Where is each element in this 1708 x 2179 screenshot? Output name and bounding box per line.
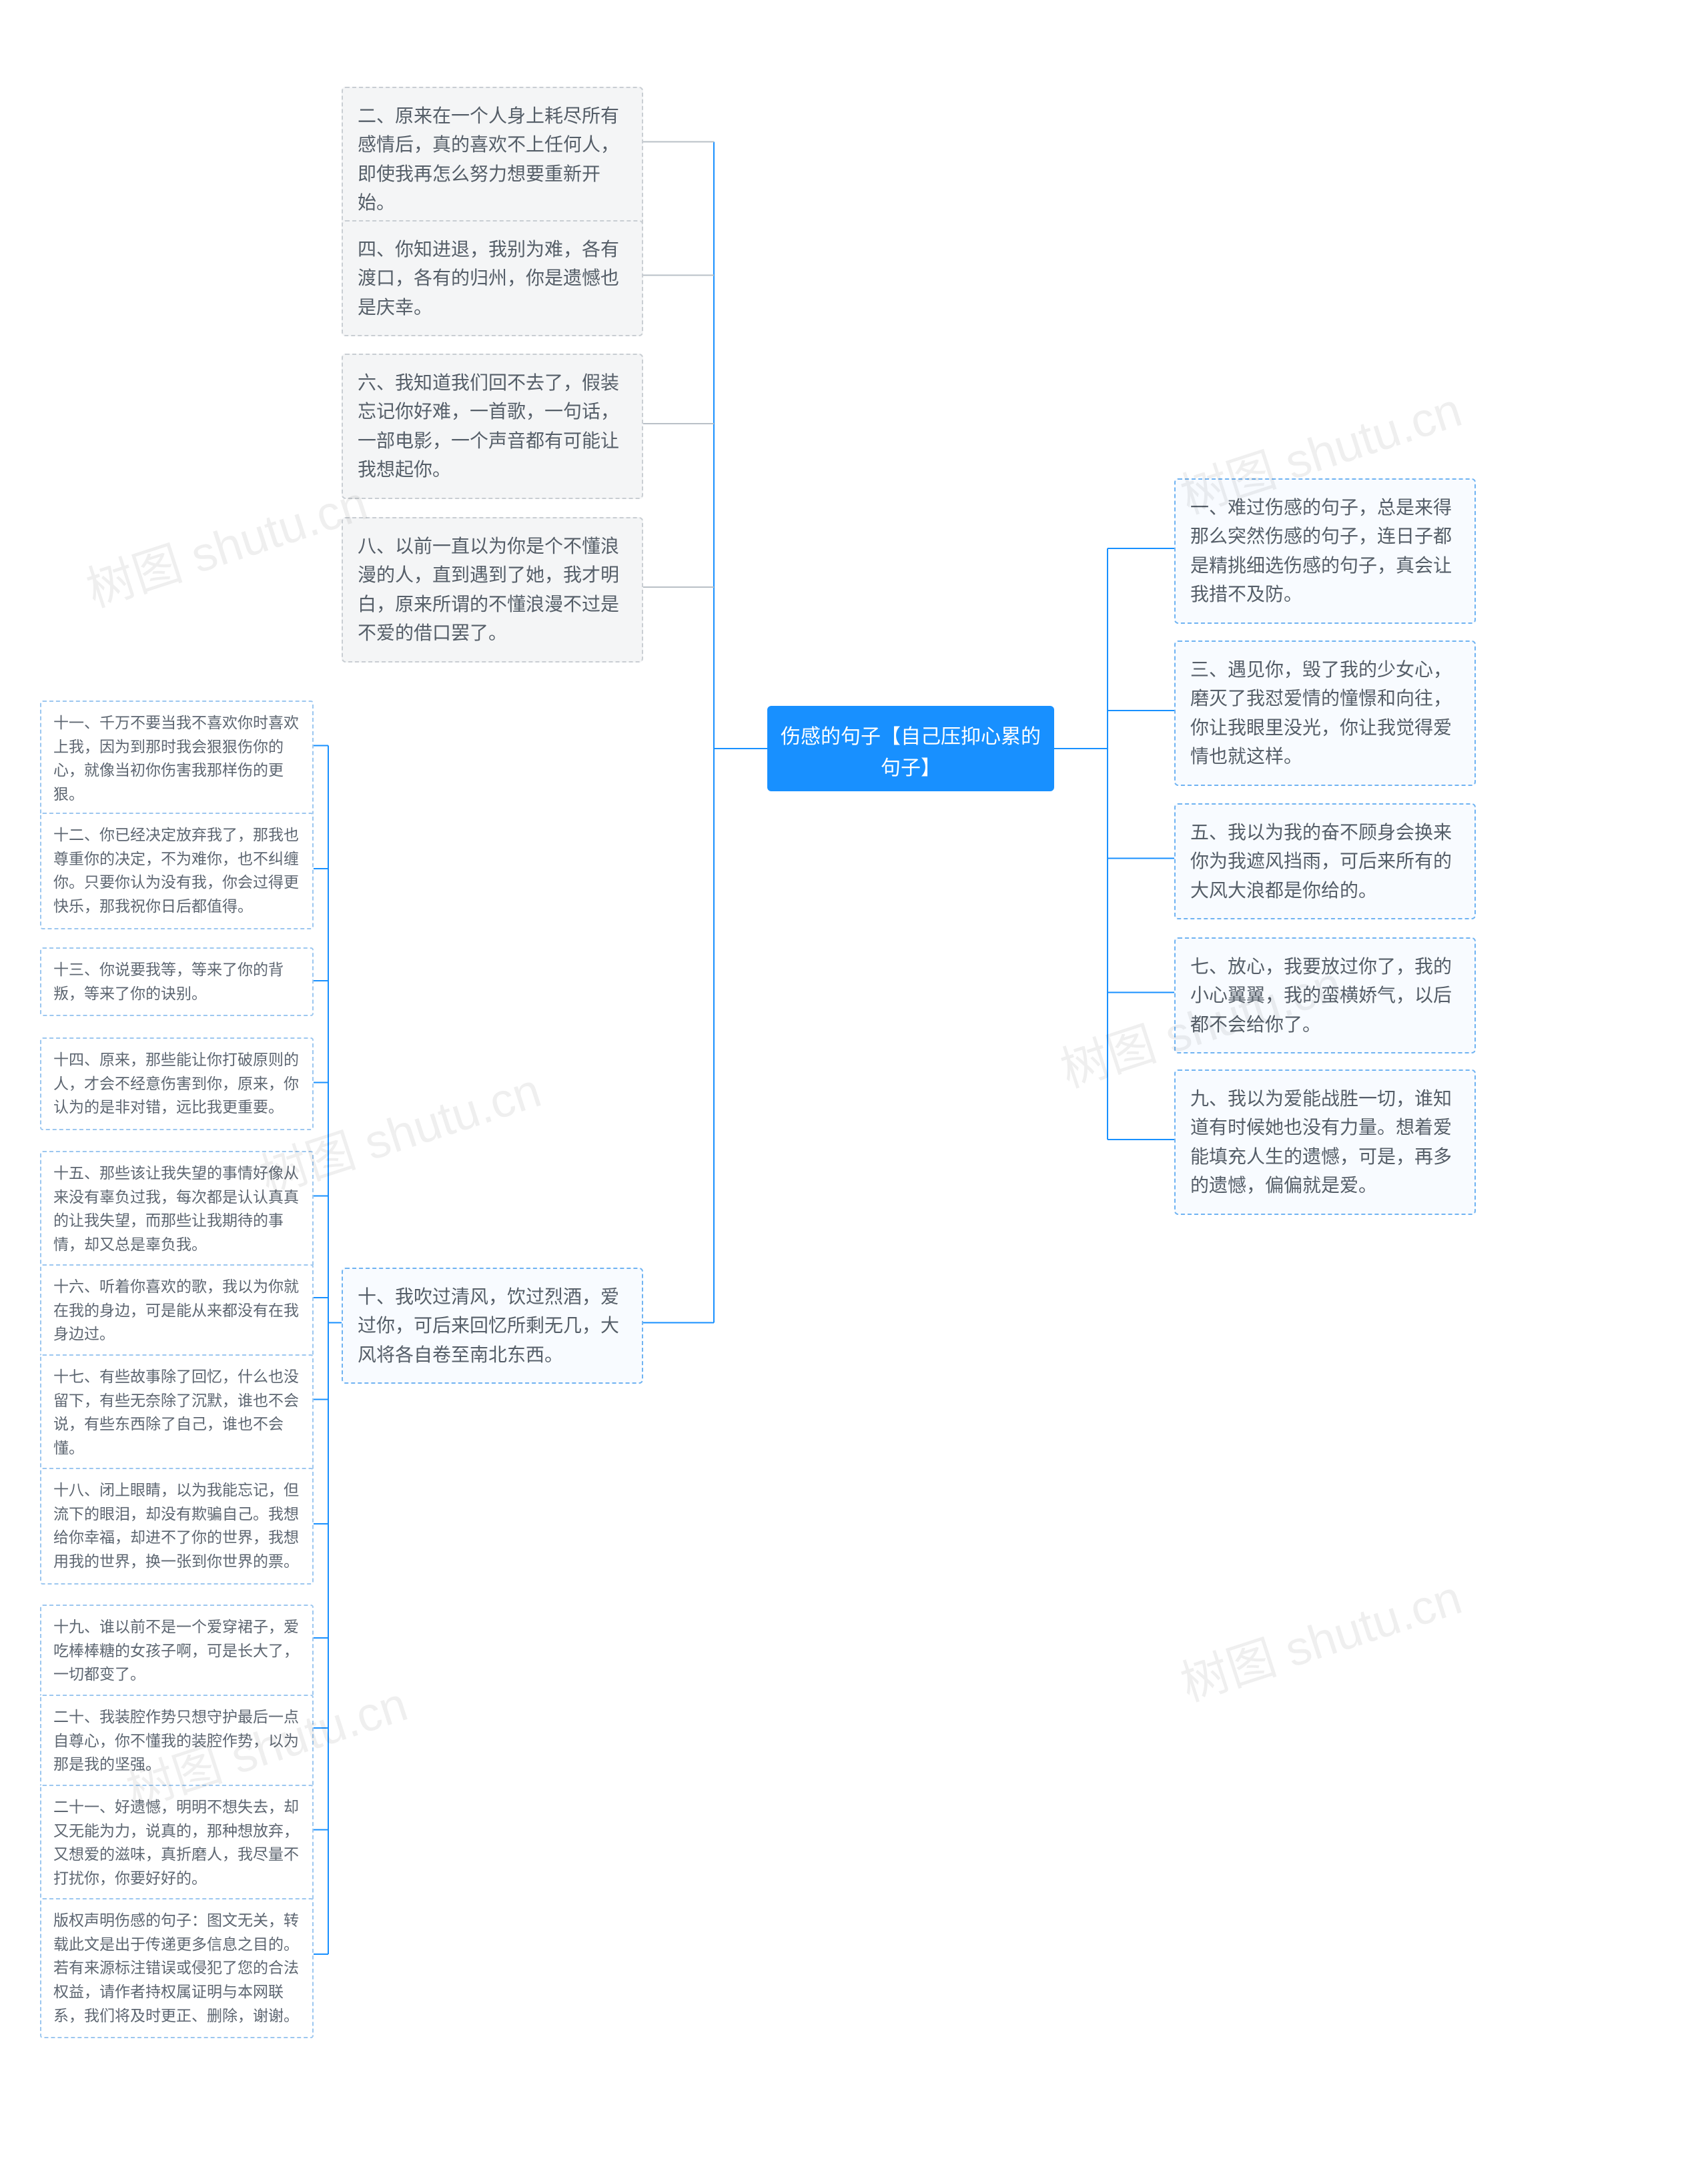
left-branch-node[interactable]: 六、我知道我们回不去了，假装忘记你好难，一首歌，一句话，一部电影，一个声音都有可… bbox=[342, 354, 643, 499]
left-subnode[interactable]: 二十、我装腔作势只想守护最后一点自尊心，你不懂我的装腔作势，以为那是我的坚强。 bbox=[40, 1695, 314, 1787]
mindmap-canvas: 伤感的句子【自己压抑心累的句子】 一、难过伤感的句子，总是来得那么突然伤感的句子，… bbox=[0, 0, 1707, 2178]
left-subnode[interactable]: 十八、闭上眼睛，以为我能忘记，但流下的眼泪，却没有欺骗自己。我想给你幸福，却进不… bbox=[40, 1468, 314, 1585]
left-subnode[interactable]: 版权声明伤感的句子：图文无关，转载此文是出于传递更多信息之目的。若有来源标注错误… bbox=[40, 1898, 314, 2038]
left-subnode[interactable]: 十一、千万不要当我不喜欢你时喜欢上我，因为到那时我会狠狠伤你的心，就像当初你伤害… bbox=[40, 701, 314, 817]
left-subnode[interactable]: 二十一、好遗憾，明明不想失去，却又无能为力，说真的，那种想放弃，又想爱的滋味，真… bbox=[40, 1785, 314, 1901]
left-subnode[interactable]: 十九、谁以前不是一个爱穿裙子，爱吃棒棒糖的女孩子啊，可是长大了，一切都变了。 bbox=[40, 1605, 314, 1697]
right-branch-node[interactable]: 一、难过伤感的句子，总是来得那么突然伤感的句子，连日子都是精挑细选伤感的句子，真… bbox=[1174, 478, 1476, 624]
right-branch-node[interactable]: 五、我以为我的奋不顾身会换来你为我遮风挡雨，可后来所有的大风大浪都是你给的。 bbox=[1174, 803, 1476, 919]
left-subnode[interactable]: 十七、有些故事除了回忆，什么也没留下，有些无奈除了沉默，谁也不会说，有些东西除了… bbox=[40, 1354, 314, 1471]
left-subnode[interactable]: 十五、那些该让我失望的事情好像从来没有辜负过我，每次都是认认真真的让我失望，而那… bbox=[40, 1151, 314, 1268]
watermark: 树图 shutu.cn bbox=[1170, 1558, 1468, 1715]
left-subnode[interactable]: 十四、原来，那些能让你打破原则的人，才会不经意伤害到你，原来，你认为的是非对错，… bbox=[40, 1037, 314, 1130]
left-branch-node[interactable]: 二、原来在一个人身上耗尽所有感情后，真的喜欢不上任何人，即使我再怎么努力想要重新… bbox=[342, 87, 643, 232]
root-node[interactable]: 伤感的句子【自己压抑心累的句子】 bbox=[767, 706, 1054, 791]
left-branch-node[interactable]: 八、以前一直以为你是个不懂浪漫的人，直到遇到了她，我才明白，原来所谓的不懂浪漫不… bbox=[342, 517, 643, 663]
watermark: 树图 shutu.cn bbox=[76, 464, 374, 620]
left-branch-node[interactable]: 十、我吹过清风，饮过烈酒，爱过你，可后来回忆所剩无几，大风将各自卷至南北东西。 bbox=[342, 1268, 643, 1384]
left-subnode[interactable]: 十三、你说要我等，等来了你的背叛，等来了你的诀别。 bbox=[40, 947, 314, 1016]
right-branch-node[interactable]: 三、遇见你，毁了我的少女心，磨灭了我怼爱情的憧憬和向往，你让我眼里没光，你让我觉… bbox=[1174, 640, 1476, 786]
left-branch-node[interactable]: 四、你知进退，我别为难，各有渡口，各有的归州，你是遗憾也是庆幸。 bbox=[342, 220, 643, 336]
left-subnode[interactable]: 十六、听着你喜欢的歌，我以为你就在我的身边，可是能从来都没有在我身边过。 bbox=[40, 1264, 314, 1357]
left-subnode[interactable]: 十二、你已经决定放弃我了，那我也尊重你的决定，不为难你，也不纠缠你。只要你认为没… bbox=[40, 813, 314, 929]
right-branch-node[interactable]: 七、放心，我要放过你了，我的小心翼翼，我的蛮横娇气，以后都不会给你了。 bbox=[1174, 937, 1476, 1053]
right-branch-node[interactable]: 九、我以为爱能战胜一切，谁知道有时候她也没有力量。想着爱能填充人生的遗憾，可是，… bbox=[1174, 1069, 1476, 1215]
